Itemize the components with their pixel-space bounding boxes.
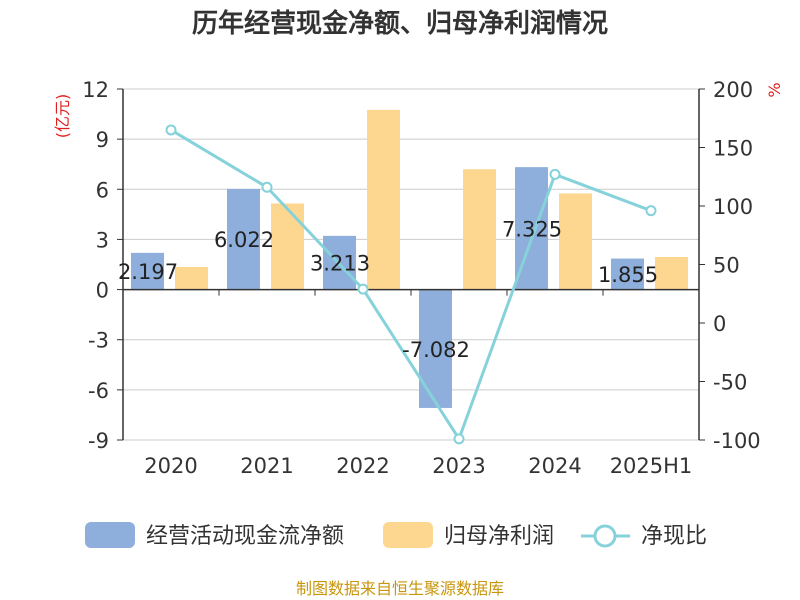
legend-marker-ratio — [593, 524, 617, 548]
legend-label-cash: 经营活动现金流净额 — [146, 524, 344, 549]
y-left-tick-label: -6 — [88, 379, 109, 403]
y-left-tick-label: 6 — [96, 178, 109, 202]
y-left-tick-label: 3 — [96, 228, 109, 252]
x-tick-label: 2024 — [528, 454, 581, 478]
bar-profit — [271, 203, 304, 290]
x-tick-label: 2022 — [336, 454, 389, 478]
y-right-tick-label: 150 — [713, 137, 753, 161]
source-note: 制图数据来自恒生聚源数据库 — [296, 579, 504, 598]
y-right-tick-label: 0 — [713, 312, 726, 336]
bar-profit — [175, 267, 208, 290]
y-right-unit: % — [765, 82, 784, 97]
legend: 经营活动现金流净额 归母净利润 净现比 — [85, 522, 707, 549]
data-label-cash: 2.197 — [118, 260, 178, 284]
y-left-unit: (亿元) — [53, 94, 72, 139]
ratio-polyline — [170, 128, 652, 443]
data-label-cash: 1.855 — [598, 263, 658, 287]
y-right-tick-label: -100 — [713, 429, 761, 453]
bar-profit — [655, 256, 688, 290]
y-right-tick-label: -50 — [713, 371, 747, 395]
data-label-cash: 6.022 — [214, 228, 274, 252]
bar-cash — [419, 289, 452, 408]
ratio-point — [549, 168, 561, 180]
ratio-point — [261, 181, 273, 193]
x-tick-label: 2020 — [144, 454, 197, 478]
legend-label-ratio: 净现比 — [641, 524, 707, 549]
data-label-cash: 7.325 — [502, 217, 562, 241]
ratio-point — [357, 283, 369, 295]
y-right-tick-label: 100 — [713, 195, 753, 219]
data-labels: 2.197 6.022 3.213 -7.082 7.325 1.855 — [118, 217, 658, 361]
x-tick-label: 2025H1 — [610, 454, 693, 478]
legend-swatch-profit — [383, 522, 433, 548]
y-left-tick-label: 12 — [82, 78, 109, 102]
legend-label-profit: 归母净利润 — [444, 524, 554, 549]
ratio-point — [453, 433, 465, 445]
ratio-point — [645, 205, 657, 217]
chart-title: 历年经营现金净额、归母净利润情况 — [192, 8, 608, 39]
bar-profit — [367, 109, 400, 290]
x-tick-label: 2021 — [240, 454, 293, 478]
y-right-tick-label: 50 — [713, 254, 740, 278]
legend-swatch-cash — [85, 522, 135, 548]
data-label-cash: -7.082 — [402, 338, 470, 362]
bar-cash — [611, 258, 644, 290]
bar-cash — [227, 188, 260, 290]
bar-profit — [559, 193, 592, 290]
x-tick-label: 2023 — [432, 454, 485, 478]
y-left-tick-label: 9 — [96, 128, 109, 152]
data-label-cash: 3.213 — [310, 252, 370, 276]
axes: 12 9 6 3 0 -3 -6 -9 200 150 100 50 0 -50 -100 2020 2021 2… — [82, 78, 760, 478]
bar-cash — [131, 252, 164, 290]
bars — [131, 109, 688, 408]
y-left-tick-label: -9 — [88, 429, 109, 453]
bar-profit — [463, 169, 496, 290]
y-left-tick-label: -3 — [88, 329, 109, 353]
ratio-line — [165, 124, 657, 445]
y-left-tick-label: 0 — [96, 279, 109, 303]
y-right-tick-label: 200 — [713, 78, 753, 102]
ratio-point — [165, 124, 177, 136]
